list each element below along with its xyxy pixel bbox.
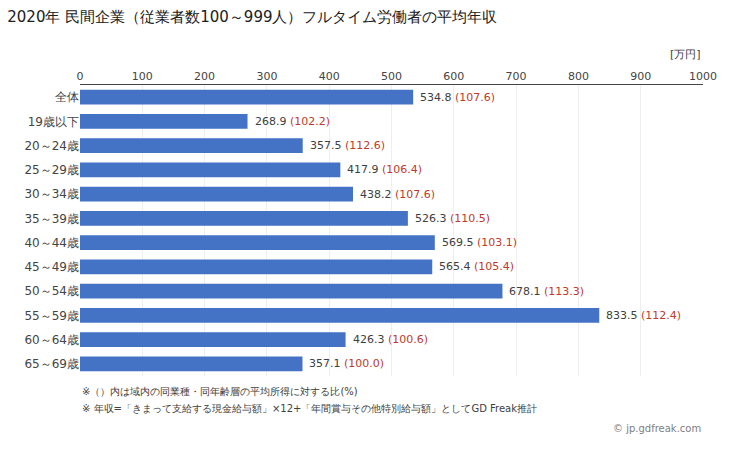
svg-text:268.9 (102.2): 268.9 (102.2) <box>255 115 330 128</box>
svg-text:500: 500 <box>381 70 402 83</box>
svg-text:40～44歳: 40～44歳 <box>24 236 79 250</box>
svg-text:19歳以下: 19歳以下 <box>28 115 79 129</box>
svg-text:30～34歳: 30～34歳 <box>24 187 79 201</box>
svg-text:534.8 (107.6): 534.8 (107.6) <box>420 91 495 104</box>
svg-text:426.3 (100.6): 426.3 (100.6) <box>353 333 428 346</box>
svg-text:400: 400 <box>319 70 340 83</box>
svg-text:2020年 民間企業（従業者数100～999人）フルタイム労: 2020年 民間企業（従業者数100～999人）フルタイム労働者の平均年収 <box>7 8 497 26</box>
svg-text:438.2 (107.6): 438.2 (107.6) <box>360 188 435 201</box>
svg-text:© jp.gdfreak.com: © jp.gdfreak.com <box>613 423 701 434</box>
svg-text:565.4 (105.4): 565.4 (105.4) <box>439 260 514 273</box>
svg-text:357.1 (100.0): 357.1 (100.0) <box>309 357 384 370</box>
svg-text:0: 0 <box>77 70 84 83</box>
svg-text:300: 300 <box>256 70 277 83</box>
svg-text:417.9 (106.4): 417.9 (106.4) <box>347 163 422 176</box>
svg-text:800: 800 <box>568 70 589 83</box>
svg-text:600: 600 <box>443 70 464 83</box>
svg-text:65～69歳: 65～69歳 <box>24 357 79 371</box>
svg-text:50～54歳: 50～54歳 <box>24 284 79 298</box>
svg-text:200: 200 <box>194 70 215 83</box>
svg-text:55～59歳: 55～59歳 <box>24 309 79 323</box>
svg-text:※ 年収=「きまって支給する現金給与額」×12+「年間賞与そ: ※ 年収=「きまって支給する現金給与額」×12+「年間賞与その他特別給与額」とし… <box>82 403 537 414</box>
svg-text:357.5 (112.6): 357.5 (112.6) <box>310 139 385 152</box>
svg-text:678.1 (113.3): 678.1 (113.3) <box>509 285 584 298</box>
svg-text:700: 700 <box>506 70 527 83</box>
svg-text:100: 100 <box>132 70 153 83</box>
svg-text:20～24歳: 20～24歳 <box>24 139 79 153</box>
svg-text:35～39歳: 35～39歳 <box>24 212 79 226</box>
svg-text:900: 900 <box>630 70 651 83</box>
svg-text:25～29歳: 25～29歳 <box>24 163 79 177</box>
svg-text:60～64歳: 60～64歳 <box>24 333 79 347</box>
svg-text:全体: 全体 <box>55 90 79 104</box>
svg-text:1000: 1000 <box>689 70 717 83</box>
svg-text:[万円]: [万円] <box>670 48 701 61</box>
svg-text:833.5 (112.4): 833.5 (112.4) <box>606 309 681 322</box>
svg-text:526.3 (110.5): 526.3 (110.5) <box>415 212 490 225</box>
svg-text:569.5 (103.1): 569.5 (103.1) <box>442 236 517 249</box>
svg-text:※（）内は域内の同業種・同年齢層の平均所得に対する比(%): ※（）内は域内の同業種・同年齢層の平均所得に対する比(%) <box>82 386 358 397</box>
svg-text:45～49歳: 45～49歳 <box>24 260 79 274</box>
